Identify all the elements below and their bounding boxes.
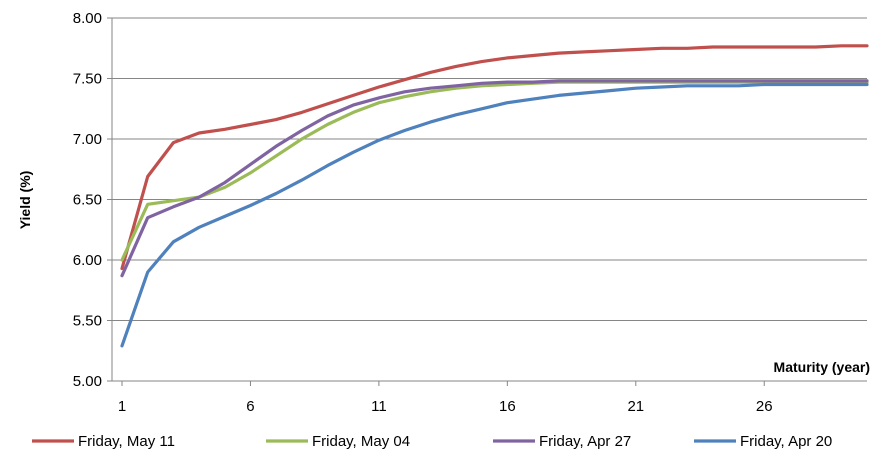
horizontal-gridlines	[112, 17, 867, 321]
x-tick-label: 26	[756, 398, 773, 415]
y-tick-label: 7.00	[73, 131, 102, 148]
chart-axes	[107, 17, 867, 386]
series-line	[120, 44, 869, 271]
x-tick-label: 1	[118, 398, 126, 415]
series-line	[120, 82, 869, 348]
x-axis-tick-labels: 1 6 11 16 21 26	[118, 398, 773, 415]
x-axis-title: Maturity (year)	[774, 359, 870, 375]
y-tick-label: 6.00	[73, 252, 102, 269]
x-tick-label: 11	[371, 398, 387, 415]
series-line	[120, 80, 869, 262]
legend-label: Friday, May 11	[78, 433, 175, 450]
legend-label: Friday, May 04	[312, 433, 410, 450]
y-axis-tick-labels: 5.00 5.50 6.00 6.50 7.00 7.50 8.00	[73, 10, 102, 390]
legend-label: Friday, Apr 27	[539, 433, 631, 450]
y-tick-label: 6.50	[73, 192, 102, 209]
chart-series	[120, 44, 869, 348]
y-tick-label: 7.50	[73, 71, 102, 88]
legend-label: Friday, Apr 20	[740, 433, 832, 450]
series-line	[120, 79, 869, 278]
y-axis-title: Yield (%)	[17, 171, 33, 230]
x-tick-label: 16	[499, 398, 516, 415]
x-tick-label: 21	[627, 398, 644, 415]
x-tick-label: 6	[246, 398, 254, 415]
chart-legend: Friday, May 11 Friday, May 04 Friday, Apr …	[32, 433, 832, 450]
y-tick-label: 5.50	[73, 313, 102, 330]
y-tick-label: 8.00	[73, 10, 102, 27]
y-tick-label: 5.00	[73, 373, 102, 390]
